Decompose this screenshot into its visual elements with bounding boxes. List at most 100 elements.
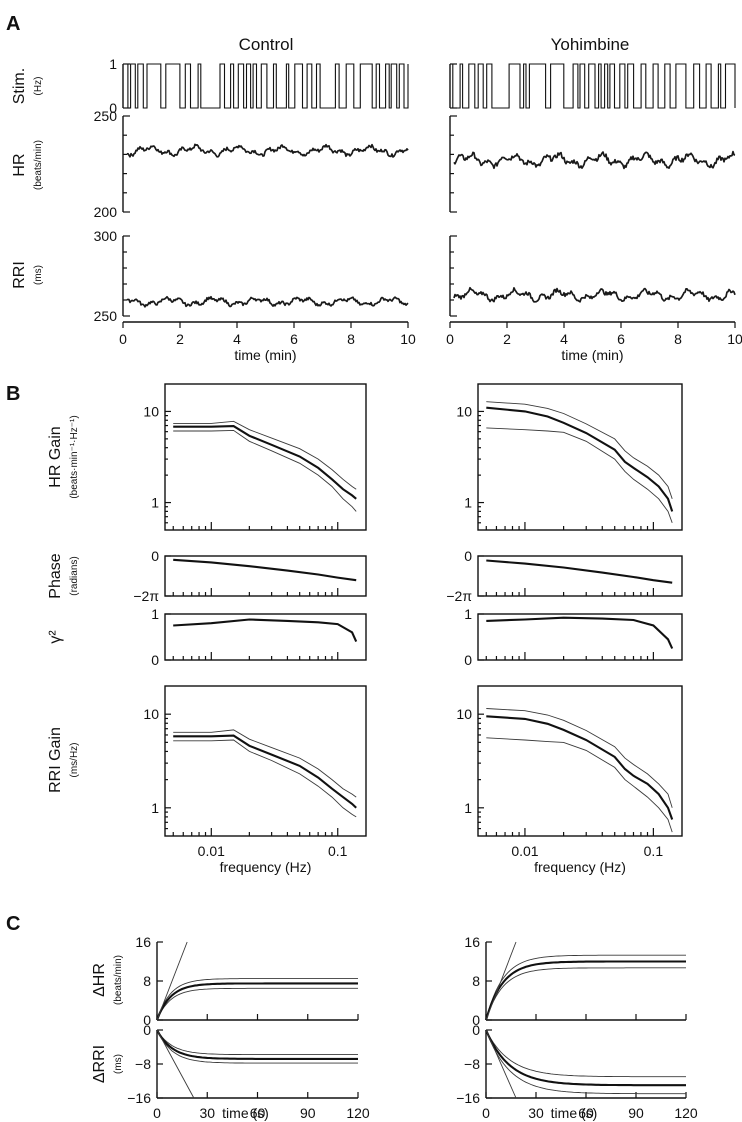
x-tick-label: 30: [199, 1105, 215, 1121]
step-response-sd-lower-line: [156, 1029, 358, 1064]
y-tick-label: 16: [135, 934, 151, 950]
a-rri-yunit: (ms): [33, 265, 44, 285]
step-response-sd-upper-line: [156, 1029, 358, 1056]
y-tick-label: 0: [143, 1022, 151, 1038]
y-tick-label: 10: [456, 706, 472, 722]
y-tick-label: 250: [94, 308, 118, 324]
x-tick-label: 120: [674, 1105, 698, 1121]
x-tick-label: 2: [176, 331, 184, 347]
plot-frame: [477, 555, 683, 597]
a-stim-ylabel: Stim.: [11, 68, 28, 104]
a-stim-plot-1: [449, 63, 736, 109]
hr-trace: [453, 150, 736, 170]
x-tick-label: 0.1: [644, 843, 664, 859]
y-tick-label: 10: [143, 403, 159, 419]
y-tick-label: −2π: [133, 588, 159, 604]
x-tick-label: 30: [528, 1105, 544, 1121]
b-phase-ylabel: Phase: [47, 553, 64, 598]
y-tick-label: 1: [464, 495, 472, 511]
column-title-control: Control: [239, 35, 294, 54]
b-hrgain-plot-0: 1 10: [143, 383, 367, 531]
initial-slope-line: [156, 1029, 195, 1099]
x-tick-label: 10: [400, 331, 416, 347]
step-response-sd-lower-line: [485, 967, 686, 1021]
initial-slope-line: [485, 1029, 517, 1099]
x-tick-label: 60: [250, 1105, 266, 1121]
y-tick-label: 0: [464, 652, 472, 668]
column-title-yohimbine: Yohimbine: [551, 35, 630, 54]
gain-sd-lower-line: [486, 427, 673, 523]
c-dhr-yunit: (beats/min): [113, 955, 124, 1005]
a-rri-ylabel: RRI: [11, 261, 28, 289]
x-tick-label: 0.1: [328, 843, 348, 859]
initial-slope-line: [485, 941, 517, 1021]
c-dhr-plot-0: 0 8 16: [135, 934, 359, 1028]
y-tick-label: 0: [472, 1012, 480, 1028]
step-response-sd-upper-line: [156, 978, 358, 1021]
gain-sd-lower-line: [173, 429, 357, 512]
y-tick-label: 10: [143, 706, 159, 722]
gain-sd-upper-line: [173, 729, 357, 798]
y-tick-label: 8: [143, 973, 151, 989]
a-rri-plot-1: 0 2 4 6 8 10 time (min): [446, 235, 742, 363]
x-tick-label: 0.01: [198, 843, 225, 859]
step-response-mean-line: [484, 960, 686, 1021]
c-dhr-ylabel: ΔHR: [91, 963, 108, 997]
y-tick-label: 0: [109, 100, 117, 116]
a-hr-yunit: (beats/min): [33, 140, 44, 190]
panel-letter-b: B: [6, 383, 20, 405]
x-axis-title: frequency (Hz): [220, 859, 312, 875]
c-drri-ylabel: ΔRRI: [91, 1045, 108, 1083]
b-phase-yunit: (radians): [69, 556, 80, 595]
plot-frame: [477, 685, 683, 837]
y-tick-label: −16: [127, 1090, 151, 1106]
y-tick-label: 1: [464, 800, 472, 816]
y-tick-label: −2π: [446, 588, 472, 604]
gain-sd-upper-line: [486, 708, 673, 808]
y-tick-label: 0: [472, 1022, 480, 1038]
a-stim-yunit: (Hz): [33, 77, 44, 96]
b-rrigain-yunit: (ms/Hz): [69, 743, 80, 778]
gain-mean-line: [486, 715, 674, 820]
y-tick-label: 1: [151, 495, 159, 511]
phase-mean-line: [486, 559, 673, 584]
x-tick-label: 4: [233, 331, 241, 347]
y-tick-label: 0: [143, 1012, 151, 1028]
x-axis-title: time (min): [561, 347, 623, 363]
phase-mean-line: [173, 558, 357, 582]
a-hr-plot-0: 200 250: [94, 108, 409, 220]
x-axis-title: time (s): [222, 1105, 269, 1121]
a-rri-plot-0: 250 300 0 2 4 6 8 10 time (min): [94, 228, 416, 363]
plot-frame: [164, 383, 367, 531]
stimulation-trace: [123, 63, 409, 109]
plot-frame: [164, 613, 367, 661]
panel-letter-c: C: [6, 913, 20, 935]
a-hr-plot-1: [449, 115, 736, 213]
x-axis-title: time (min): [234, 347, 296, 363]
a-hr-ylabel: HR: [11, 153, 28, 176]
y-tick-label: 300: [94, 228, 118, 244]
x-tick-label: 6: [617, 331, 625, 347]
y-tick-label: −8: [135, 1056, 151, 1072]
step-response-mean-line: [156, 1029, 358, 1060]
gain-mean-line: [486, 406, 674, 512]
y-tick-label: 8: [472, 973, 480, 989]
x-tick-label: 8: [347, 331, 355, 347]
b-hrgain-plot-1: 1 10: [456, 383, 683, 531]
x-tick-label: 90: [628, 1105, 644, 1121]
gain-sd-lower-line: [173, 739, 357, 818]
b-phase-plot-1: 0 −2π: [446, 548, 683, 604]
x-tick-label: 6: [290, 331, 298, 347]
x-tick-label: 8: [674, 331, 682, 347]
panel-letter-a: A: [6, 13, 20, 35]
b-hrgain-yunit: (beats·min⁻¹·Hz⁻¹): [69, 415, 80, 498]
panel-labels: A B C: [6, 13, 20, 935]
y-tick-label: −8: [464, 1056, 480, 1072]
b-coh-ylabel: γ²: [47, 630, 64, 644]
b-rrigain-ylabel: RRI Gain: [47, 727, 64, 793]
x-tick-label: 90: [300, 1105, 316, 1121]
